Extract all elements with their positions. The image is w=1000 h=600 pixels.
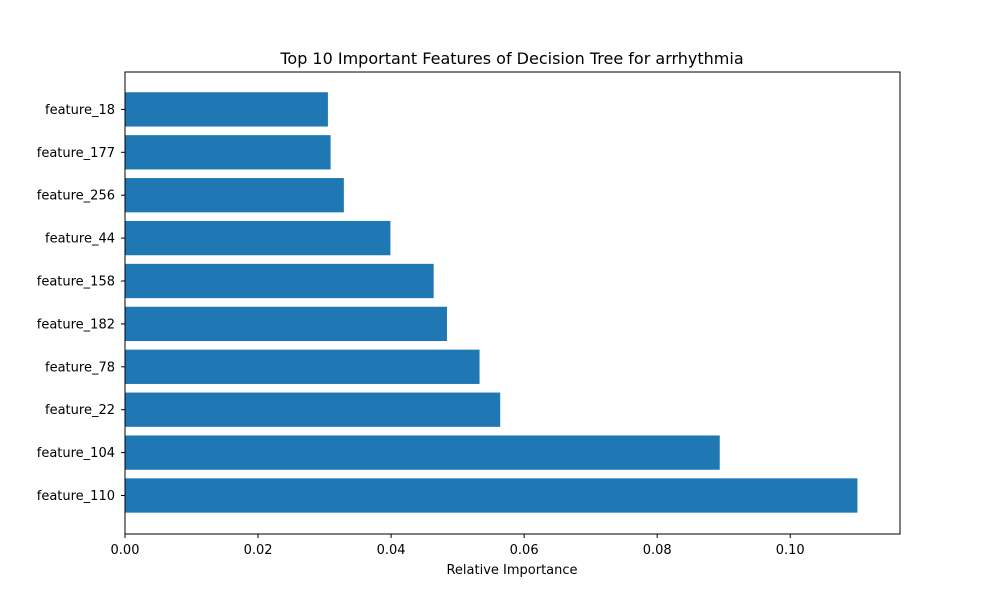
y-tick-label: feature_78 <box>45 360 115 375</box>
x-tick-label: 0.02 <box>244 543 273 558</box>
x-axis-label: Relative Importance <box>446 563 577 578</box>
y-tick-label: feature_158 <box>37 275 115 290</box>
x-tick-label: 0.08 <box>643 543 672 558</box>
bar-feature-78 <box>125 349 480 384</box>
x-tick-label: 0.04 <box>377 543 406 558</box>
y-tick-label: feature_256 <box>37 189 115 204</box>
y-tick-label: feature_22 <box>45 403 115 418</box>
y-tick-label: feature_18 <box>45 103 115 118</box>
x-tick-label: 0.06 <box>510 543 539 558</box>
y-tick-label: feature_110 <box>37 489 115 504</box>
y-axis: feature_110 feature_104 feature_22 feature_… <box>37 103 125 504</box>
plot-frame <box>124 71 901 535</box>
bar-feature-104 <box>125 435 720 470</box>
x-axis: 0.00 0.02 0.04 0.06 0.08 0.10 <box>111 534 805 558</box>
bar-feature-44 <box>125 220 391 256</box>
x-tick-label: 0.00 <box>111 543 140 558</box>
bar-feature-256 <box>125 178 344 213</box>
x-tick-label: 0.10 <box>776 543 805 558</box>
y-tick-label: feature_182 <box>37 317 115 332</box>
bar-feature-177 <box>125 135 331 170</box>
bar-feature-18 <box>125 92 328 127</box>
bar-feature-158 <box>125 263 434 299</box>
bar-feature-22 <box>125 392 501 427</box>
chart-title: Top 10 Important Features of Decision Tr… <box>279 49 743 68</box>
y-tick-label: feature_104 <box>37 446 115 461</box>
y-tick-label: feature_44 <box>45 232 115 247</box>
bars-group <box>125 92 858 513</box>
y-tick-label: feature_177 <box>37 146 115 161</box>
bar-feature-110 <box>125 478 858 513</box>
bar-feature-182 <box>125 306 447 342</box>
